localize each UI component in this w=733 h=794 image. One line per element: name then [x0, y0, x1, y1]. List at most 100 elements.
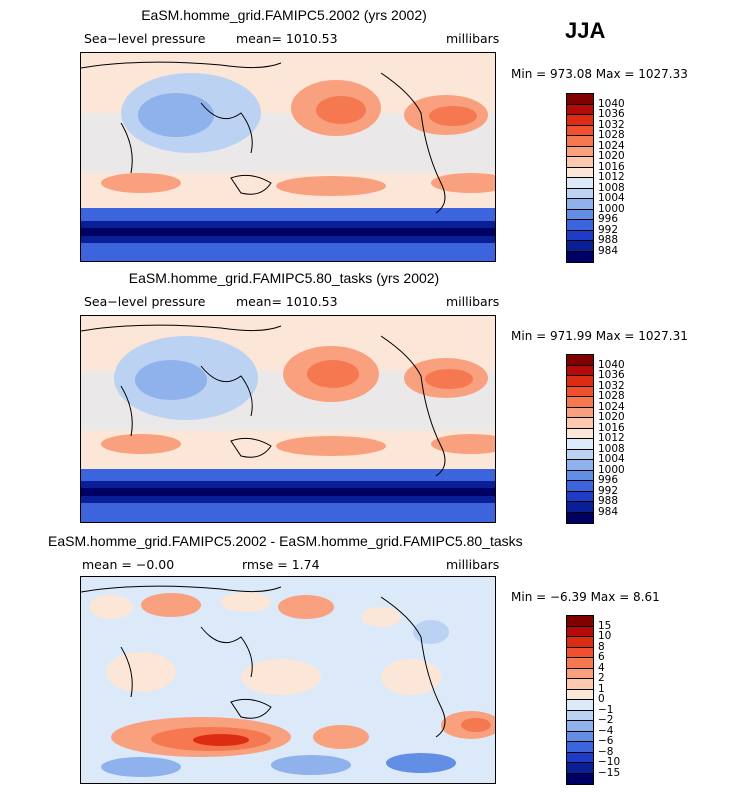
colorbar-swatch [567, 376, 593, 387]
panel-1-minmax: Min = 973.08 Max = 1027.33 [511, 67, 688, 81]
colorbar-label: 984 [598, 244, 619, 257]
colorbar-label: −4 [598, 724, 614, 737]
panel-3-minmax: Min = −6.39 Max = 8.61 [511, 590, 660, 604]
colorbar-swatch [567, 491, 593, 502]
panel-2-mean-label: mean= 1010.53 [236, 294, 338, 309]
panel-3-map-svg [81, 577, 495, 783]
colorbar-label: 1016 [598, 160, 625, 173]
panel-1-variable-label: Sea−level pressure [84, 31, 206, 46]
panel-1-map [80, 52, 496, 262]
colorbar-swatch [567, 428, 593, 439]
panel-3-colorbar [566, 615, 594, 785]
colorbar-swatch [567, 386, 593, 397]
colorbar-label: 1004 [598, 453, 625, 465]
colorbar-label: 8 [598, 640, 605, 653]
colorbar-label: 1036 [598, 369, 625, 381]
colorbar-label: 1028 [598, 129, 625, 141]
colorbar-label: 0 [598, 693, 605, 705]
panel-2-variable-label: Sea−level pressure [84, 294, 206, 309]
colorbar-swatch [567, 512, 593, 523]
colorbar-label: 1 [598, 682, 605, 695]
colorbar-label: −1 [598, 703, 614, 716]
colorbar-swatch [567, 637, 593, 648]
colorbar-label: 10 [598, 630, 612, 642]
panel-2-map [80, 315, 496, 523]
colorbar-swatch [567, 742, 593, 753]
colorbar-label: 1020 [598, 411, 625, 423]
colorbar-label: 1012 [598, 171, 625, 183]
colorbar-label: 6 [598, 651, 605, 663]
colorbar-swatch [567, 157, 593, 168]
colorbar-label: 1032 [598, 118, 625, 131]
panel-3-mean-label: mean = −0.00 [82, 557, 175, 572]
colorbar-swatch [567, 700, 593, 711]
colorbar-swatch [567, 460, 593, 471]
colorbar-label: 1008 [598, 442, 625, 455]
panel-3-title: EaSM.homme_grid.FAMIPC5.2002 - EaSM.homm… [48, 533, 523, 549]
colorbar-label: 1016 [598, 421, 625, 434]
colorbar-label: 1036 [598, 108, 625, 120]
colorbar-label: 992 [598, 223, 619, 236]
colorbar-label: 4 [598, 661, 605, 674]
colorbar-swatch [567, 241, 593, 252]
colorbar-swatch [567, 679, 593, 690]
colorbar-label: −8 [598, 745, 614, 758]
colorbar-swatch [567, 167, 593, 178]
colorbar-swatch [567, 251, 593, 262]
colorbar-label: 996 [598, 474, 619, 486]
colorbar-label: −6 [598, 735, 614, 747]
colorbar-swatch [567, 418, 593, 429]
colorbar-swatch [567, 104, 593, 115]
colorbar-swatch [567, 647, 593, 658]
colorbar-swatch [567, 752, 593, 763]
panel-2-colorbar [566, 354, 594, 524]
colorbar-label: 988 [598, 234, 619, 246]
panel-2-map-svg [81, 316, 495, 522]
colorbar-swatch [567, 115, 593, 126]
colorbar-swatch [567, 689, 593, 700]
panel-1-colorbar [566, 93, 594, 263]
colorbar-swatch [567, 125, 593, 136]
colorbar-swatch [567, 721, 593, 732]
colorbar-label: 1000 [598, 202, 625, 215]
colorbar-swatch [567, 710, 593, 721]
colorbar-swatch [567, 773, 593, 784]
panel-2-minmax: Min = 971.99 Max = 1027.31 [511, 329, 688, 343]
colorbar-label: 988 [598, 495, 619, 507]
colorbar-swatch [567, 481, 593, 492]
season-label: JJA [565, 18, 606, 43]
panel-2-units-label: millibars [446, 294, 500, 309]
colorbar-swatch [567, 146, 593, 157]
colorbar-swatch [567, 763, 593, 774]
colorbar-swatch [567, 397, 593, 408]
colorbar-swatch [567, 188, 593, 199]
colorbar-label: 1008 [598, 181, 625, 194]
colorbar-label: 2 [598, 672, 605, 684]
colorbar-label: 1024 [598, 139, 625, 152]
colorbar-label: 1040 [598, 358, 625, 371]
panel-2-title: EaSM.homme_grid.FAMIPC5.80_tasks (yrs 20… [128, 270, 440, 286]
colorbar-swatch [567, 220, 593, 231]
colorbar-swatch [567, 616, 593, 627]
colorbar-swatch [567, 470, 593, 481]
colorbar-swatch [567, 407, 593, 418]
colorbar-label: 992 [598, 484, 619, 497]
colorbar-swatch [567, 199, 593, 210]
colorbar-swatch [567, 365, 593, 376]
panel-1-units-label: millibars [446, 31, 500, 46]
colorbar-label: 1028 [598, 390, 625, 402]
colorbar-swatch [567, 502, 593, 513]
colorbar-label: −2 [598, 714, 614, 726]
colorbar-label: −10 [598, 756, 621, 768]
colorbar-label: 1020 [598, 150, 625, 162]
colorbar-label: 1012 [598, 432, 625, 444]
colorbar-swatch [567, 355, 593, 366]
colorbar-label: 996 [598, 213, 619, 225]
panel-1-map-svg [81, 53, 495, 261]
colorbar-swatch [567, 626, 593, 637]
panel-1-mean-label: mean= 1010.53 [236, 31, 338, 46]
panel-3-rmse-label: rmse = 1.74 [242, 557, 320, 572]
colorbar-swatch [567, 668, 593, 679]
colorbar-label: 1040 [598, 97, 625, 110]
colorbar-swatch [567, 136, 593, 147]
